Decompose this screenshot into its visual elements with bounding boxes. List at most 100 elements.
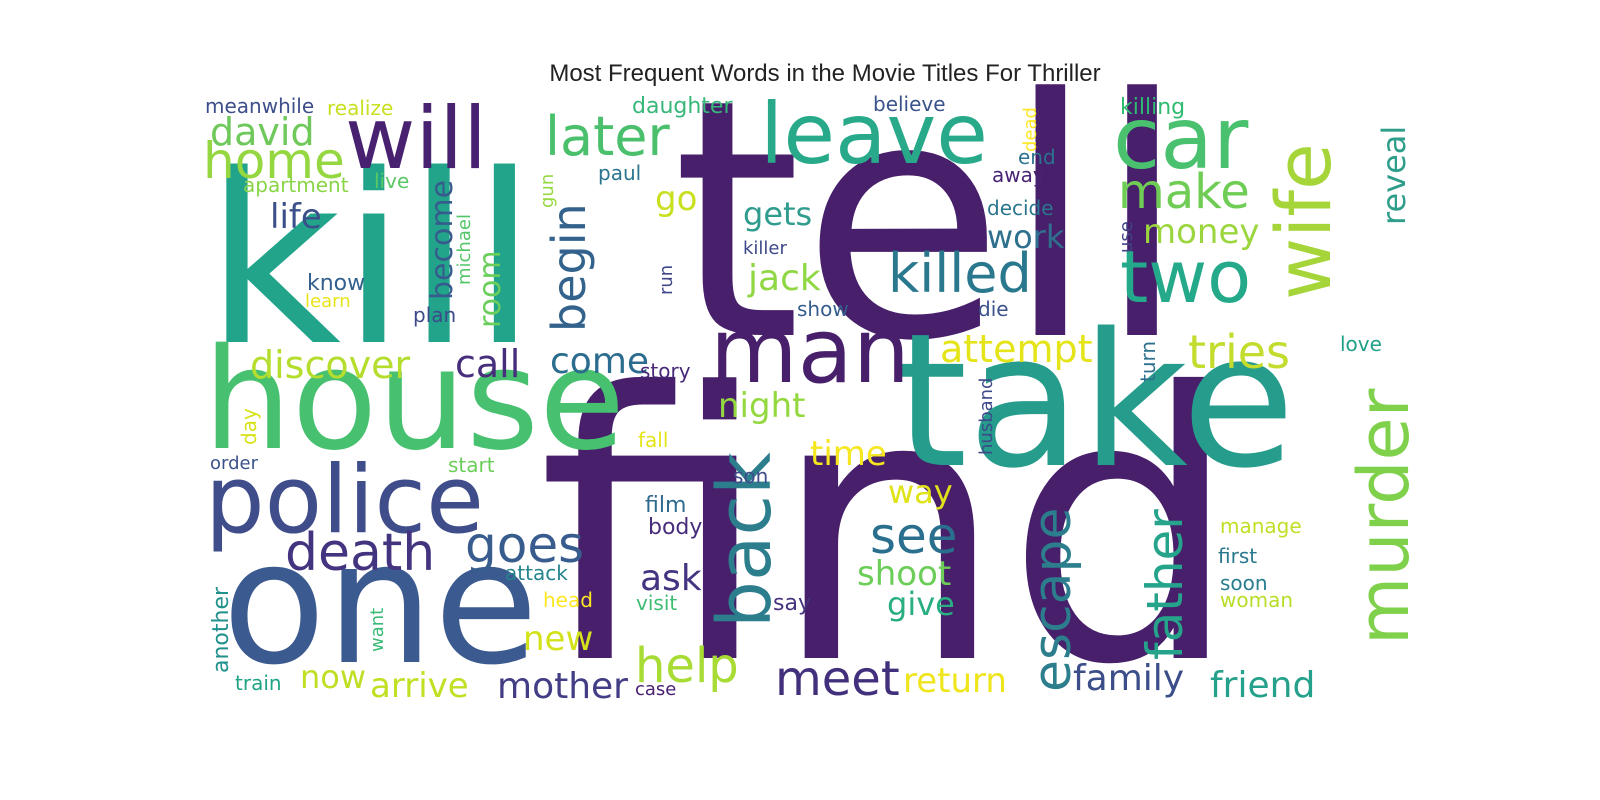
word-turn: turn — [1136, 341, 1160, 382]
word-give: give — [887, 585, 955, 623]
word-head: head — [543, 588, 593, 612]
word-attack: attack — [505, 561, 568, 585]
word-decide: decide — [987, 196, 1054, 220]
word-see: see — [870, 507, 958, 565]
word-family: family — [1073, 658, 1184, 699]
word-become: become — [425, 180, 460, 300]
word-run: run — [656, 265, 677, 295]
word-shoot: shoot — [857, 554, 951, 594]
word-call: call — [455, 342, 520, 386]
word-work: work — [987, 218, 1065, 256]
word-plan: plan — [413, 303, 456, 327]
word-die: die — [978, 297, 1009, 321]
word-man: man — [710, 299, 910, 404]
word-woman: woman — [1220, 588, 1293, 612]
word-leave: leave — [760, 85, 988, 183]
word-one: one — [222, 505, 538, 703]
word-first: first — [1218, 544, 1257, 568]
word-escape: escape — [1023, 507, 1083, 692]
word-case: case — [635, 679, 676, 700]
word-kill: kill — [205, 125, 537, 398]
word-go: go — [655, 179, 697, 219]
word-back: back — [702, 452, 788, 628]
word-order: order — [210, 453, 259, 474]
word-soon: soon — [1220, 571, 1268, 595]
word-now: now — [300, 658, 366, 696]
word-tell: tell — [672, 29, 1188, 413]
word-money: money — [1143, 212, 1260, 252]
word-husband: husband — [976, 378, 997, 455]
word-reveal: reveal — [1375, 126, 1413, 225]
word-return: return — [903, 661, 1007, 701]
word-new: new — [523, 619, 593, 659]
word-gun: gun — [537, 174, 558, 208]
word-live: live — [374, 169, 409, 193]
word-dead: dead — [1020, 107, 1041, 152]
word-make: make — [1118, 164, 1250, 220]
word-killing: killing — [1120, 95, 1185, 120]
word-story: story — [640, 359, 691, 383]
chart-title: Most Frequent Words in the Movie Titles … — [549, 60, 1101, 87]
word-house: house — [203, 319, 625, 482]
word-tries: tries — [1188, 325, 1290, 379]
word-later: later — [545, 105, 670, 168]
word-train: train — [235, 671, 282, 695]
word-begin: begin — [542, 203, 596, 332]
word-away: away — [992, 163, 1045, 187]
word-friend: friend — [1210, 665, 1315, 706]
word-day: day — [237, 408, 261, 445]
word-mother: mother — [497, 666, 628, 707]
word-help: help — [635, 638, 739, 694]
word-manage: manage — [1220, 514, 1302, 538]
word-murder: murder — [1343, 388, 1425, 645]
word-son: son — [733, 464, 768, 488]
word-body: body — [648, 515, 702, 540]
word-believe: believe — [873, 92, 946, 116]
word-will: will — [345, 89, 487, 189]
word-room: room — [473, 250, 508, 328]
word-start: start — [448, 453, 495, 477]
word-goes: goes — [465, 516, 584, 574]
word-death: death — [285, 523, 435, 583]
word-find: find — [538, 316, 1240, 746]
word-come: come — [550, 341, 649, 382]
word-attempt: attempt — [940, 327, 1093, 371]
word-daughter: daughter — [632, 94, 733, 119]
word-film: film — [645, 493, 686, 518]
word-time: time — [810, 434, 887, 474]
word-life: life — [270, 197, 322, 237]
word-realize: realize — [327, 96, 393, 120]
word-david: david — [210, 110, 315, 154]
word-michael: michael — [454, 214, 475, 285]
word-know: know — [307, 271, 365, 296]
word-police: police — [205, 446, 484, 555]
word-way: way — [888, 473, 953, 511]
word-another: another — [209, 586, 234, 673]
word-ask: ask — [640, 558, 702, 599]
word-fall: fall — [638, 428, 668, 452]
word-wife: wife — [1259, 143, 1348, 300]
word-visit: visit — [636, 591, 677, 615]
word-say: say — [773, 591, 811, 616]
word-paul: paul — [598, 161, 641, 185]
word-use: use — [1116, 221, 1137, 253]
word-want: want — [367, 608, 388, 652]
word-learn: learn — [305, 291, 351, 312]
word-killer: killer — [743, 238, 788, 259]
word-car: car — [1113, 89, 1249, 189]
word-take: take — [895, 293, 1295, 509]
word-home: home — [203, 132, 345, 190]
word-meanwhile: meanwhile — [205, 94, 314, 118]
word-discover: discover — [250, 343, 410, 387]
word-show: show — [797, 297, 849, 321]
word-gets: gets — [743, 195, 812, 233]
word-two: two — [1120, 235, 1251, 319]
word-father: father — [1136, 509, 1194, 660]
word-killed: killed — [888, 242, 1032, 305]
word-love: love — [1340, 332, 1382, 356]
word-jack: jack — [747, 258, 821, 299]
word-apartment: apartment — [243, 173, 349, 197]
word-end: end — [1018, 145, 1056, 169]
